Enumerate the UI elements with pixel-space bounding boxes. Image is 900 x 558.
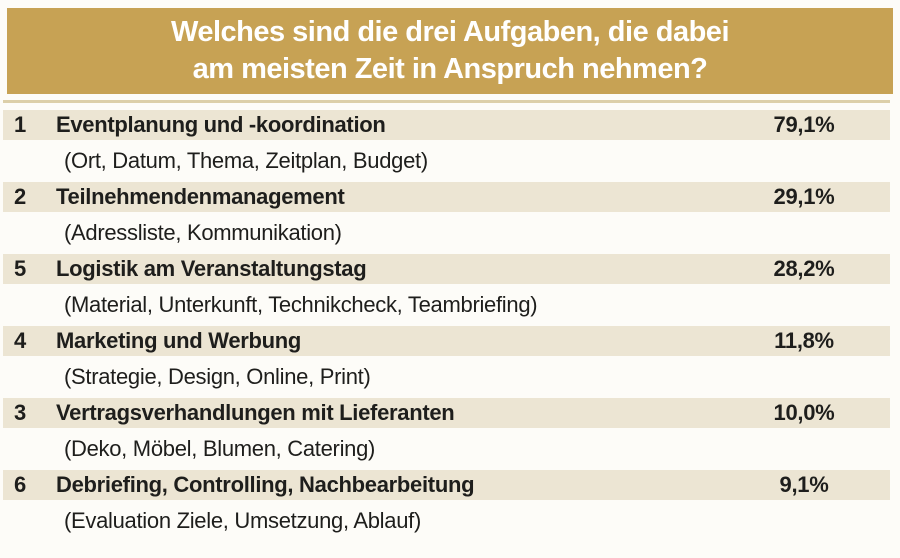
task-main-row: 5 Logistik am Veranstaltungstag 28,2% [3,254,890,284]
header-separator-rule [3,100,890,103]
percent-value: 11,8% [774,328,834,353]
rank-number: 1 [14,112,26,137]
survey-results-table: 1 Eventplanung und -koordination 79,1% (… [0,110,900,542]
banner-title-line-1: Welches sind die drei Aufgaben, die dabe… [170,16,730,48]
table-row: 2 Teilnehmendenmanagement 29,1% (Adressl… [0,182,900,254]
task-main-row: 1 Eventplanung und -koordination 79,1% [3,110,890,140]
task-label: Logistik am Veranstaltungstag [56,256,367,281]
survey-question-banner: Welches sind die drei Aufgaben, die dabe… [7,8,893,94]
percent-value: 29,1% [773,184,835,209]
table-row: 5 Logistik am Veranstaltungstag 28,2% (M… [0,254,900,326]
table-row: 4 Marketing und Werbung 11,8% (Strategie… [0,326,900,398]
rank-number: 5 [14,256,26,281]
percent-value: 79,1% [773,112,835,137]
task-details: (Evaluation Ziele, Umsetzung, Ablauf) [64,508,421,533]
rank-number: 2 [14,184,26,209]
task-details: (Deko, Möbel, Blumen, Catering) [64,436,376,461]
task-main-row: 6 Debriefing, Controlling, Nachbearbeitu… [3,470,890,500]
task-details: (Strategie, Design, Online, Print) [64,364,371,389]
task-label: Vertragsverhandlungen mit Lieferanten [56,400,455,425]
task-label: Debriefing, Controlling, Nachbearbeitung [56,472,475,497]
table-row: 6 Debriefing, Controlling, Nachbearbeitu… [0,470,900,542]
rank-number: 4 [14,328,26,353]
task-label: Eventplanung und -koordination [56,112,386,137]
task-label: Teilnehmendenmanagement [56,184,345,209]
table-row: 1 Eventplanung und -koordination 79,1% (… [0,110,900,182]
task-main-row: 3 Vertragsverhandlungen mit Lieferanten … [3,398,890,428]
percent-value: 9,1% [779,472,829,497]
rank-number: 6 [14,472,26,497]
banner-title-line-2: am meisten Zeit in Anspruch nehmen? [192,53,708,85]
table-row: 3 Vertragsverhandlungen mit Lieferanten … [0,398,900,470]
percent-value: 10,0% [773,400,835,425]
percent-value: 28,2% [773,256,835,281]
task-label: Marketing und Werbung [56,328,302,353]
task-details: (Material, Unterkunft, Technikcheck, Tea… [64,292,538,317]
task-main-row: 2 Teilnehmendenmanagement 29,1% [3,182,890,212]
task-main-row: 4 Marketing und Werbung 11,8% [3,326,890,356]
task-details: (Ort, Datum, Thema, Zeitplan, Budget) [64,148,428,173]
rank-number: 3 [14,400,26,425]
task-details: (Adressliste, Kommunikation) [64,220,342,245]
